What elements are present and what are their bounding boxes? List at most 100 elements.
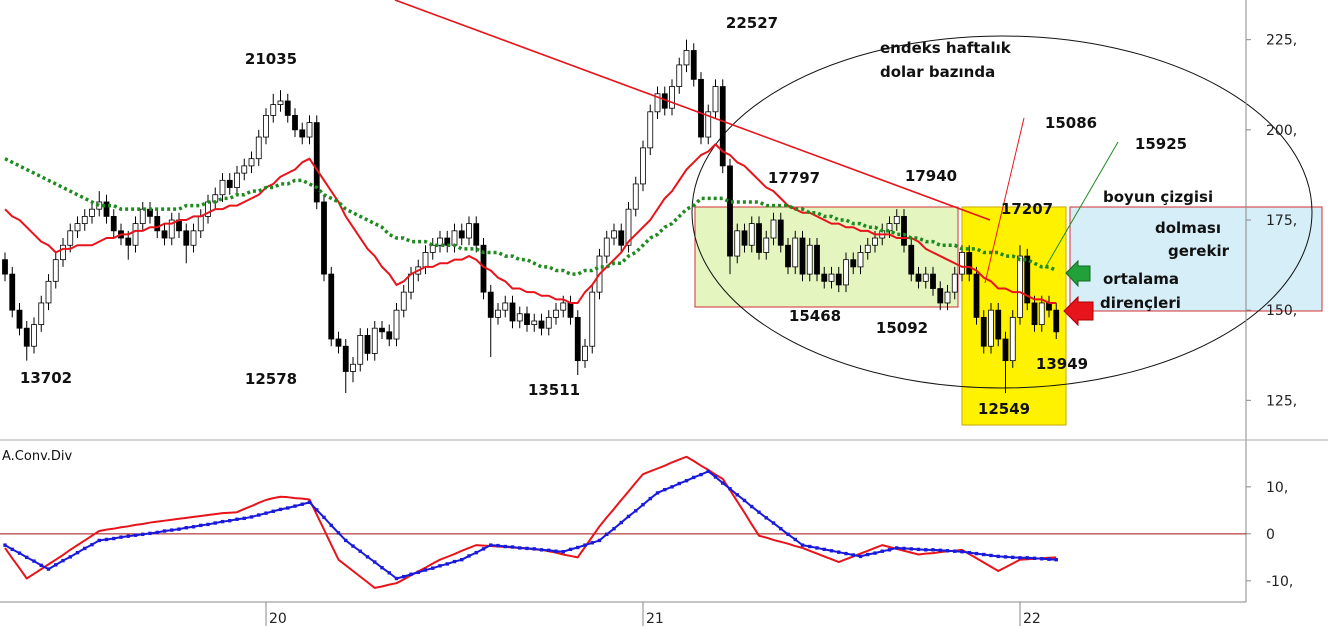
candle-body: [516, 313, 523, 322]
candle-body: [611, 230, 617, 239]
candle-body: [487, 291, 494, 318]
series-marker: [945, 549, 950, 553]
candle-body: [618, 230, 625, 246]
candle-body: [23, 327, 30, 347]
series-marker: [583, 543, 587, 547]
series-marker: [880, 549, 884, 553]
series-marker: [39, 563, 43, 568]
series-marker: [373, 560, 377, 564]
candle-body: [763, 237, 770, 253]
candle-body: [139, 208, 146, 225]
series-marker: [228, 518, 232, 523]
series-marker: [460, 557, 464, 562]
series-marker: [242, 516, 246, 521]
annotation: 12578: [245, 370, 297, 388]
candle-body: [712, 86, 719, 113]
candle-body: [379, 327, 385, 333]
series-marker: [416, 570, 420, 575]
annotation: 22527: [726, 14, 778, 32]
candle-body: [843, 259, 849, 286]
candle-body: [1046, 302, 1052, 311]
candle-body: [386, 331, 393, 340]
series-marker: [561, 550, 565, 554]
series-marker: [191, 525, 196, 529]
candle-body: [67, 230, 74, 246]
pointer-red: [984, 117, 1025, 284]
series-marker: [119, 535, 123, 539]
candle-body: [901, 215, 907, 246]
series-marker: [25, 555, 29, 560]
series-marker: [735, 493, 739, 497]
series-marker: [206, 522, 210, 527]
candle-body: [342, 345, 349, 372]
series-marker: [771, 521, 776, 525]
series-marker: [387, 571, 391, 575]
candle-body: [908, 244, 915, 275]
candle-body: [538, 320, 545, 329]
series-marker: [895, 546, 899, 550]
series-marker: [793, 537, 797, 542]
candle-body: [821, 273, 828, 282]
candle-body: [190, 230, 197, 246]
annotation: 13511: [528, 381, 580, 399]
candle-body: [966, 252, 973, 275]
annotation: 15468: [789, 307, 841, 325]
series-marker: [126, 534, 130, 538]
series-marker: [1025, 556, 1029, 560]
candle-body: [654, 93, 661, 113]
series-marker: [438, 564, 442, 568]
candle-body: [683, 50, 690, 66]
arrow-red: [1063, 295, 1094, 327]
candle-body: [154, 215, 161, 232]
candle-body: [1038, 302, 1045, 325]
series-marker: [938, 548, 942, 552]
series-marker: [960, 550, 964, 554]
candle-body: [1002, 338, 1009, 362]
candle-body: [553, 309, 559, 318]
candle-body: [864, 244, 871, 253]
candle-body: [806, 244, 813, 275]
y-tick-label: 225,: [1266, 33, 1297, 49]
series-marker: [286, 506, 290, 510]
candle-body: [734, 230, 741, 257]
candle-body: [531, 320, 538, 325]
y-tick-label: 175,: [1266, 213, 1297, 229]
x-tick-label: 22: [1023, 611, 1041, 627]
candle-body: [690, 50, 697, 80]
candle-body: [828, 273, 835, 282]
series-marker: [684, 479, 689, 483]
candle-body: [785, 244, 791, 268]
candle-body: [509, 302, 516, 322]
y-tick-label: 150,: [1266, 303, 1297, 319]
series-marker: [655, 491, 660, 495]
series-marker: [445, 562, 449, 566]
candle-body: [197, 215, 204, 232]
series-marker: [518, 546, 522, 550]
series-marker: [496, 543, 500, 548]
series-marker: [764, 516, 768, 520]
annotation: 13949: [1036, 355, 1088, 373]
series-marker: [329, 523, 333, 528]
candle-body: [741, 230, 748, 246]
candle-body: [31, 324, 37, 347]
series-marker: [829, 549, 834, 553]
candle-body: [625, 208, 632, 246]
series-marker: [249, 515, 254, 519]
series-marker: [844, 551, 848, 556]
annotation: 13702: [20, 369, 72, 387]
series-marker: [75, 550, 80, 555]
annotation: endeks haftalık: [880, 39, 1012, 57]
series-marker: [728, 487, 732, 491]
series-marker: [467, 554, 471, 558]
candle-body: [886, 223, 893, 232]
annotation: 15092: [876, 319, 928, 337]
candle-body: [792, 237, 799, 268]
candle-body: [893, 215, 900, 225]
series-marker: [982, 552, 986, 557]
candle-body: [52, 259, 59, 282]
series-marker: [54, 563, 58, 567]
series-marker: [510, 545, 515, 549]
candle-body: [263, 115, 269, 138]
series-marker: [90, 542, 94, 547]
candle-body: [161, 230, 168, 239]
